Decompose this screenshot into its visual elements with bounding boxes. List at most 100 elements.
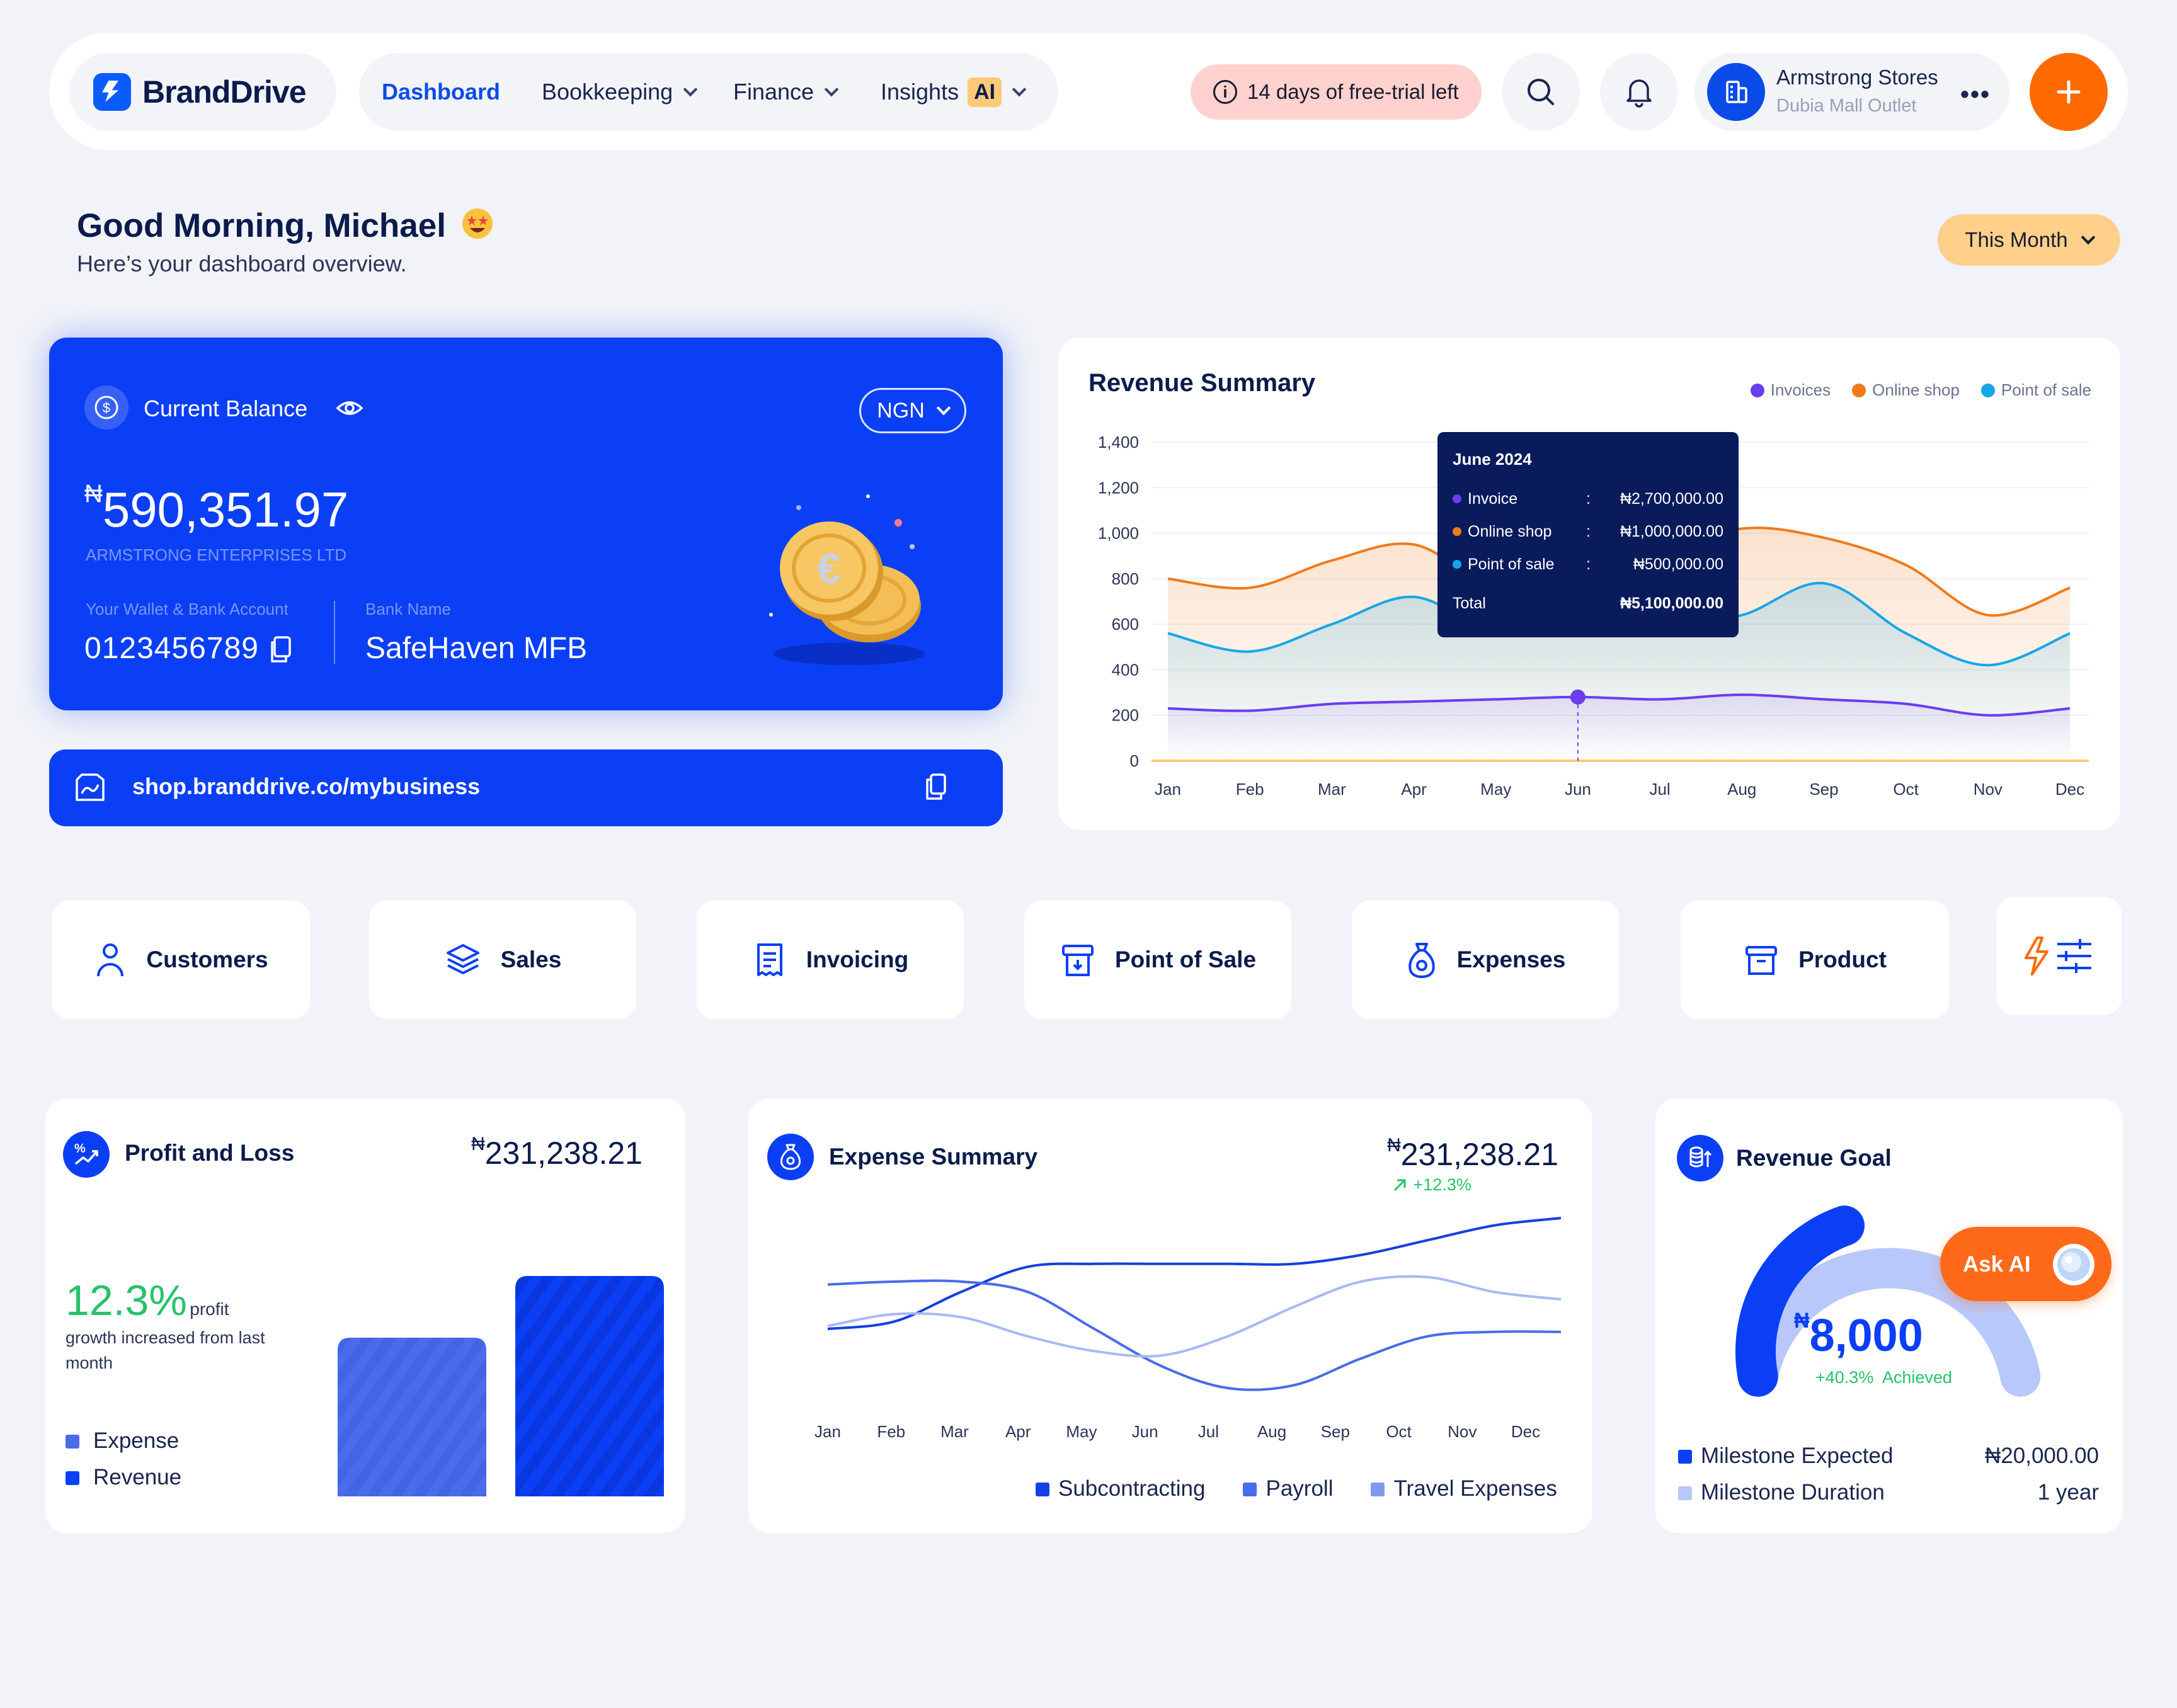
y-tick-label: 200 [1112, 706, 1139, 725]
ask-ai-button[interactable]: Ask AI [1940, 1227, 2111, 1301]
data-point [1226, 1335, 1230, 1338]
balance-label: Current Balance [144, 396, 308, 421]
data-point [1293, 1383, 1296, 1387]
storefront-icon [76, 773, 105, 801]
data-point [1559, 1297, 1563, 1301]
brand-logo[interactable]: BrandDrive [69, 53, 336, 131]
x-tick-label: Nov [1448, 1422, 1477, 1441]
expense-chart[interactable]: Jan Feb Mar Apr May Jun Jul Aug Sep Oct Nov Dec [748, 1098, 1592, 1533]
highlight-point [1570, 689, 1586, 705]
data-point [959, 1280, 963, 1284]
profit-loss-chart[interactable] [45, 1098, 685, 1533]
x-tick-label: Oct [1893, 780, 1919, 799]
data-point [1559, 1216, 1563, 1220]
x-tick-label: Sep [1321, 1422, 1350, 1441]
trial-banner[interactable]: i 14 days of free-trial left [1191, 64, 1482, 120]
nav-bookkeeping[interactable]: Bookkeeping [542, 53, 698, 131]
data-point [1426, 1238, 1429, 1242]
x-tick-label: Mar [940, 1422, 969, 1441]
period-selector[interactable]: This Month [1938, 214, 2120, 266]
expense-summary-card: Expense Summary ₦231,238.21 +12.3% Jan Fe… [748, 1098, 1592, 1533]
trial-text: 14 days of free-trial left [1247, 80, 1459, 103]
x-tick-label: May [1066, 1422, 1097, 1441]
data-point [1986, 613, 1990, 617]
y-tick-label: 800 [1112, 569, 1139, 588]
expense-legend: Subcontracting Payroll Travel Expenses [1036, 1476, 1557, 1501]
data-point [1159, 1262, 1163, 1266]
x-tick-label: Mar [1318, 780, 1346, 799]
nav-insights[interactable]: Insights AI [881, 53, 1027, 131]
svg-text:%: % [74, 1142, 86, 1156]
copy-icon[interactable] [268, 635, 294, 664]
data-point [2068, 632, 2072, 635]
quick-action-product[interactable]: Product [1681, 901, 1949, 1019]
data-point [959, 1315, 963, 1319]
data-point [1492, 1290, 1496, 1294]
data-point [1026, 1265, 1029, 1268]
revenue-goal-achieved: +40.3% Achieved [1815, 1368, 1952, 1387]
customize-shortcuts-button[interactable] [1997, 897, 2122, 1015]
more-options-icon[interactable]: ••• [1960, 81, 1991, 108]
bank-label: Bank Name [365, 600, 451, 618]
bank-name: SafeHaven MFB [365, 632, 588, 665]
legend-item: Expense [66, 1428, 179, 1454]
plus-icon [2057, 80, 2081, 104]
svg-text:€: € [817, 545, 841, 593]
add-button[interactable] [2030, 53, 2108, 131]
currency-dropdown[interactable]: NGN [859, 388, 966, 433]
y-tick-label: 400 [1112, 660, 1139, 679]
data-point [1740, 613, 1744, 617]
profit-note: growth increased from last month [66, 1328, 265, 1372]
data-point [1426, 1335, 1429, 1338]
series-line [827, 1217, 1562, 1331]
pos-terminal-icon [1061, 945, 1094, 976]
data-point [2068, 707, 2072, 710]
layers-icon [446, 944, 479, 974]
eye-icon[interactable] [335, 397, 364, 419]
data-point [1492, 1330, 1496, 1334]
expense-amount: ₦231,238.21 [1387, 1135, 1558, 1173]
x-tick-label: Feb [877, 1422, 905, 1441]
x-tick-label: Feb [1236, 780, 1264, 799]
revenue-chart[interactable]: 0 200 400 600 800 1,000 1,200 1,400 Jan Feb Mar Apr… [1058, 338, 2120, 830]
x-tick-label: Nov [1974, 780, 2003, 799]
x-tick-label: Oct [1386, 1422, 1412, 1441]
current-balance-card: $ Current Balance NGN ₦590,351.97 ARMSTR… [49, 338, 1003, 710]
data-point [1248, 709, 1252, 712]
quick-action-expenses[interactable]: Expenses [1352, 901, 1619, 1019]
search-button[interactable] [1502, 53, 1580, 131]
copy-icon[interactable] [923, 772, 949, 801]
revenue-summary-card: Revenue Summary Invoices Online shop Poi… [1058, 338, 2120, 830]
y-tick-label: 1,000 [1098, 524, 1139, 543]
nav-dashboard[interactable]: Dashboard [382, 53, 500, 131]
account-switcher[interactable]: Armstrong Stores Dubia Mall Outlet ••• [1694, 53, 2009, 131]
brand-logo-icon [93, 73, 131, 111]
data-point [2068, 586, 2072, 589]
nav-bookkeeping-label: Bookkeeping [542, 79, 673, 105]
shop-link-bar[interactable]: shop.branddrive.co/mybusiness [49, 749, 1003, 826]
nav-dashboard-label: Dashboard [382, 79, 501, 105]
data-point [1658, 697, 1662, 701]
tooltip-title: June 2024 [1453, 450, 1532, 469]
tooltip-row: Invoice : ₦2,700,000.00 [1453, 490, 1723, 508]
tooltip-row: Online shop : ₦1,000,000.00 [1453, 523, 1723, 541]
money-bag-icon [767, 1134, 814, 1180]
nav-finance[interactable]: Finance [733, 53, 839, 131]
data-point [1822, 697, 1826, 701]
quick-action-customers[interactable]: Customers [52, 901, 310, 1019]
quick-action-point-of-sale[interactable]: Point of Sale [1024, 901, 1291, 1019]
data-point [1330, 702, 1334, 706]
quick-action-invoicing[interactable]: Invoicing [697, 901, 964, 1019]
currency-icon: $ [84, 385, 129, 430]
x-tick-label: Jan [1155, 780, 1181, 799]
data-point [1092, 1262, 1096, 1266]
data-point [1492, 1224, 1496, 1227]
x-tick-label: Apr [1005, 1422, 1031, 1441]
data-point [1822, 536, 1826, 540]
svg-text:$: $ [103, 400, 110, 416]
quick-action-sales[interactable]: Sales [369, 901, 636, 1019]
bar-expense [338, 1338, 486, 1496]
ai-badge: AI [968, 77, 1002, 107]
gauge-track [1737, 1248, 2041, 1397]
notifications-button[interactable] [1600, 53, 1678, 131]
